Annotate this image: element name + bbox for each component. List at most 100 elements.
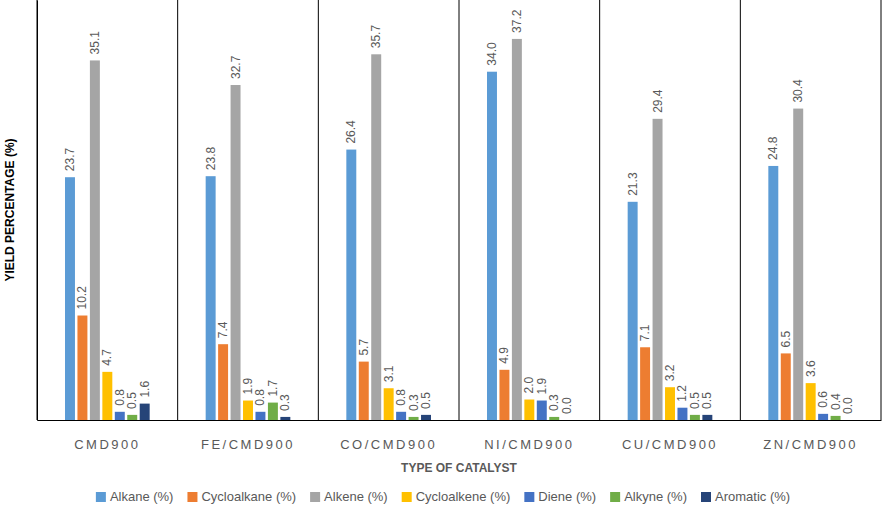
bar	[843, 420, 853, 421]
group-separator	[740, 0, 741, 420]
bar	[806, 383, 816, 420]
x-tick: CMD900	[74, 437, 140, 452]
data-label: 4.9	[497, 347, 511, 364]
x-tick-label: FE/CMD900	[201, 437, 295, 452]
bar	[396, 412, 406, 420]
data-label: 1.9	[535, 378, 549, 395]
data-label: 1.6	[138, 381, 152, 398]
data-label: 0.5	[419, 392, 433, 409]
data-label: 10.2	[75, 286, 89, 310]
data-label: 35.7	[369, 25, 383, 49]
bar	[140, 404, 150, 420]
data-label: 34.0	[485, 42, 499, 66]
group-separator	[881, 0, 882, 420]
legend-item: Aromatic (%)	[701, 489, 790, 504]
data-label: 32.7	[229, 55, 243, 79]
x-tick-label: ZN/CMD900	[763, 437, 858, 452]
bar	[268, 403, 278, 420]
chart: 23.723.826.434.021.324.810.27.45.74.97.1…	[0, 0, 886, 510]
legend-label: Cycloalkane (%)	[201, 489, 296, 504]
x-tick-label: CO/CMD900	[340, 437, 437, 452]
group-separator	[599, 0, 600, 420]
legend-swatch	[96, 492, 106, 502]
y-axis-line	[37, 1, 38, 421]
data-label: 0.3	[278, 394, 292, 411]
bar	[346, 150, 356, 420]
legend-item: Cycloalkane (%)	[187, 489, 296, 504]
bar	[665, 387, 675, 420]
x-tick: ZN/CMD900	[763, 437, 858, 452]
legend-item: Cycloalkene (%)	[402, 489, 511, 504]
bar	[702, 415, 712, 420]
bar	[640, 347, 650, 420]
bar	[280, 417, 290, 420]
legend-swatch	[310, 492, 320, 502]
legend-item: Alkyne (%)	[610, 489, 687, 504]
legend-label: Alkane (%)	[110, 489, 174, 504]
data-label: 21.3	[626, 172, 640, 196]
bar	[628, 202, 638, 420]
x-tick-label: NI/CMD900	[484, 437, 574, 452]
legend-swatch	[524, 492, 534, 502]
legend-swatch	[402, 492, 412, 502]
data-labels: 23.723.826.434.021.324.810.27.45.74.97.1…	[63, 9, 855, 414]
bar	[562, 420, 572, 421]
bar	[499, 370, 509, 420]
bar	[677, 408, 687, 420]
bar	[549, 417, 559, 420]
data-label: 29.4	[651, 89, 665, 113]
bar	[359, 362, 369, 420]
bar	[77, 316, 87, 420]
legend: Alkane (%) Cycloalkane (%) Alkene (%) Cyclo…	[96, 489, 790, 504]
data-label: 3.1	[382, 365, 396, 382]
bar	[653, 119, 663, 420]
bar	[831, 416, 841, 420]
x-axis: CMD900 FE/CMD900 CO/CMD900 NI/CMD900 CU/CMD9…	[38, 421, 882, 453]
bar	[537, 401, 547, 420]
bar	[218, 344, 228, 420]
data-label: 7.1	[638, 324, 652, 341]
bar	[487, 72, 497, 420]
bar	[206, 176, 216, 420]
group-separator	[459, 0, 460, 420]
bar	[231, 85, 241, 420]
bar	[243, 401, 253, 420]
data-label: 30.4	[791, 79, 805, 103]
bar	[384, 388, 394, 420]
bar	[255, 412, 265, 420]
data-label: 6.5	[779, 330, 793, 347]
data-label: 1.7	[266, 380, 280, 397]
bar	[793, 109, 803, 420]
bar	[690, 415, 700, 420]
legend-item: Alkene (%)	[310, 489, 388, 504]
legend-label: Diene (%)	[538, 489, 596, 504]
legend-label: Aromatic (%)	[715, 489, 790, 504]
y-axis-title: YIELD PERCENTAGE (%)	[3, 138, 17, 281]
legend-label: Alkyne (%)	[624, 489, 687, 504]
data-label: 5.7	[357, 339, 371, 356]
bar	[512, 39, 522, 420]
data-label: 4.7	[100, 349, 114, 366]
x-axis-title: TYPE OF CATALYST	[401, 461, 517, 475]
group-separators	[37, 0, 881, 420]
data-label: 37.2	[510, 9, 524, 33]
data-label: 23.8	[204, 147, 218, 171]
data-label: 3.2	[663, 364, 677, 381]
bar	[371, 54, 381, 420]
bars	[65, 39, 841, 420]
bar	[524, 400, 534, 420]
legend-item: Diene (%)	[524, 489, 596, 504]
bar	[421, 415, 431, 420]
data-label: 3.6	[804, 360, 818, 377]
x-tick: FE/CMD900	[201, 437, 295, 452]
data-label: 35.1	[88, 31, 102, 55]
bar	[115, 412, 125, 420]
x-tick: CU/CMD900	[622, 437, 718, 452]
y-axis	[37, 1, 38, 421]
data-label: 0.0	[560, 397, 574, 414]
data-label: 23.7	[63, 148, 77, 172]
legend-label: Cycloalkene (%)	[416, 489, 511, 504]
x-tick: CO/CMD900	[340, 437, 437, 452]
data-label: 24.8	[766, 136, 780, 160]
bar	[409, 417, 419, 420]
